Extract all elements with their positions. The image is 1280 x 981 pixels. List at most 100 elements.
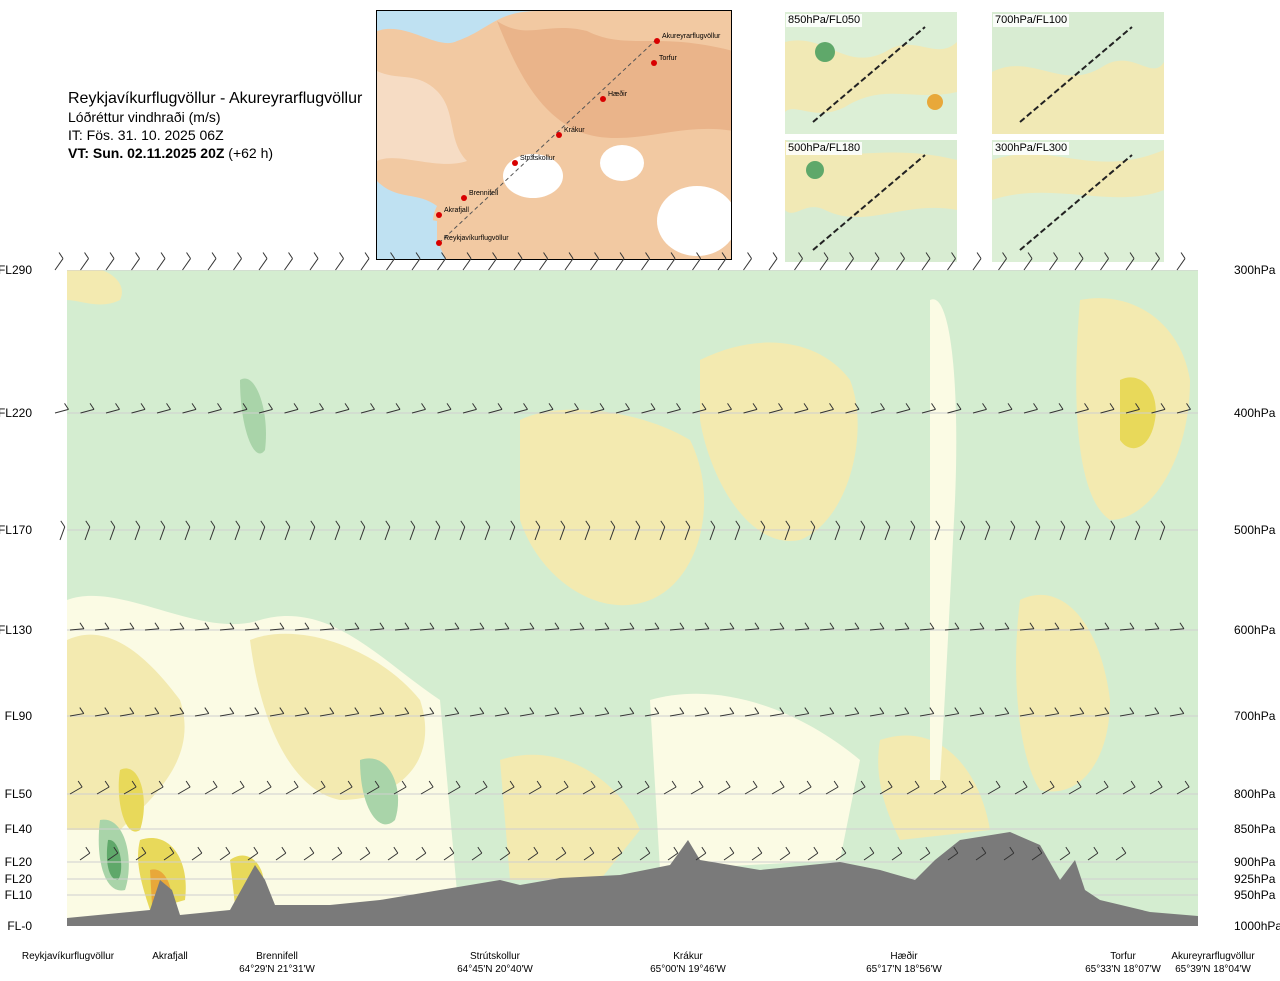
wind-barb-82	[998, 403, 1013, 414]
wind-barb-225	[69, 780, 83, 795]
wind-barb-35	[947, 252, 956, 271]
wind-barb-190	[319, 707, 335, 717]
wind-barb-210	[819, 707, 835, 717]
wind-barb-260	[1014, 780, 1028, 795]
wind-barb-85	[1074, 403, 1089, 414]
wind-barb-8	[258, 252, 268, 271]
velocity-contour-2	[250, 633, 426, 800]
wind-barb-300	[1003, 846, 1015, 861]
wind-barb-280	[443, 846, 455, 861]
fl-tick-label: FL130	[0, 623, 32, 637]
map-waypoint	[436, 240, 442, 246]
wind-barb-149	[419, 622, 435, 631]
location-coord: 65°17'N 18°56'W	[866, 964, 942, 975]
map-waypoint-label: Torfur	[659, 55, 678, 62]
location-coord: 64°29'N 21°31'W	[239, 964, 315, 975]
wind-barb-199	[544, 707, 560, 717]
wind-barb-170	[944, 622, 960, 631]
wind-barb-244	[582, 780, 596, 795]
location-coord: 65°33'N 18°07'W	[1085, 964, 1161, 975]
wind-barb-143	[269, 622, 285, 631]
wind-barb-88	[1151, 403, 1166, 414]
pressure-tick-label: 500hPa	[1234, 523, 1276, 537]
wind-barb-39	[1049, 252, 1058, 271]
wind-barb-101	[334, 520, 341, 541]
wind-barb-165	[819, 622, 835, 631]
wind-barb-223	[1144, 707, 1160, 717]
wind-barb-275	[303, 846, 315, 861]
map-waypoint	[651, 60, 657, 66]
velocity-contour-1	[67, 634, 185, 830]
velocity-contour-8	[878, 735, 990, 840]
wind-barb-18	[513, 252, 523, 271]
wind-barb-277	[359, 846, 371, 861]
map-waypoint-label: Akrafjall	[444, 207, 469, 214]
wind-barb-53	[258, 403, 273, 414]
wind-barb-43	[1151, 252, 1160, 271]
wind-barb-141	[219, 622, 235, 631]
location-name: Akureyrarflugvöllur	[1171, 951, 1255, 962]
wind-barb-17	[488, 252, 497, 271]
wind-barb-269	[135, 846, 147, 861]
wind-barb-252	[798, 780, 812, 795]
wind-barb-7	[233, 252, 242, 271]
wind-barb-68	[641, 403, 656, 414]
wind-barb-139	[169, 622, 185, 631]
wind-barb-208	[769, 707, 785, 717]
wind-barb-294	[835, 846, 847, 861]
wind-barb-69	[666, 403, 681, 414]
wind-barb-150	[444, 622, 460, 631]
wind-barb-4	[156, 252, 166, 271]
wind-barb-140	[194, 622, 210, 631]
wind-barb-257	[933, 780, 947, 795]
location-coord: 65°39'N 18°04'W	[1175, 964, 1251, 975]
panel-700hpa: 700hPa/FL100	[992, 12, 1164, 134]
wind-barb-144	[294, 622, 310, 631]
wind-barb-15	[437, 252, 446, 271]
location-coord: 65°00'N 19°46'W	[650, 964, 726, 975]
wind-barb-45	[54, 403, 69, 414]
wind-barb-248	[690, 780, 704, 795]
wind-barb-266	[1176, 780, 1190, 795]
wind-barb-116	[709, 520, 716, 541]
wind-barb-22	[615, 252, 625, 271]
wind-barb-3	[131, 252, 140, 271]
wind-barb-254	[852, 780, 866, 795]
map-waypoint	[556, 132, 562, 138]
wind-barb-271	[191, 846, 203, 861]
wind-barb-74	[794, 403, 809, 414]
wind-barb-135	[69, 622, 85, 631]
wind-barb-298	[947, 846, 959, 861]
pressure-tick-label: 400hPa	[1234, 406, 1276, 420]
wind-barb-267	[79, 846, 91, 861]
wind-barb-276	[331, 846, 343, 861]
wind-barb-99	[284, 520, 291, 541]
wind-barb-80	[947, 403, 962, 414]
map-route-line	[438, 38, 658, 244]
wind-barb-146	[344, 622, 360, 631]
terrain-profile	[67, 832, 1198, 926]
panel-label: 700hPa/FL100	[993, 14, 1070, 27]
pressure-tick-label: 800hPa	[1234, 787, 1276, 801]
wind-barb-291	[751, 846, 763, 861]
pressure-tick-label: 700hPa	[1234, 709, 1276, 723]
wind-barb-230	[204, 780, 218, 795]
wind-barb-296	[891, 846, 903, 861]
wind-barb-197	[494, 707, 510, 717]
wind-barb-134	[1159, 520, 1166, 541]
wind-barb-166	[844, 622, 860, 631]
pressure-tick-label: 600hPa	[1234, 623, 1276, 637]
wind-barb-129	[1034, 520, 1041, 541]
location-name: Strútskollur	[470, 951, 521, 962]
location-name: Brennifell	[256, 951, 298, 962]
wind-barb-100	[309, 520, 316, 541]
wind-barb-5	[182, 252, 191, 271]
wind-barb-2	[105, 252, 115, 271]
valid-time: VT: Sun. 02.11.2025 20Z (+62 h)	[68, 145, 274, 161]
wind-barb-58	[386, 403, 401, 414]
wind-barb-76	[845, 403, 860, 414]
wind-barb-123	[884, 520, 891, 541]
wind-barb-9	[284, 252, 293, 271]
wind-barb-217	[994, 707, 1010, 717]
wind-barb-227	[123, 780, 137, 795]
